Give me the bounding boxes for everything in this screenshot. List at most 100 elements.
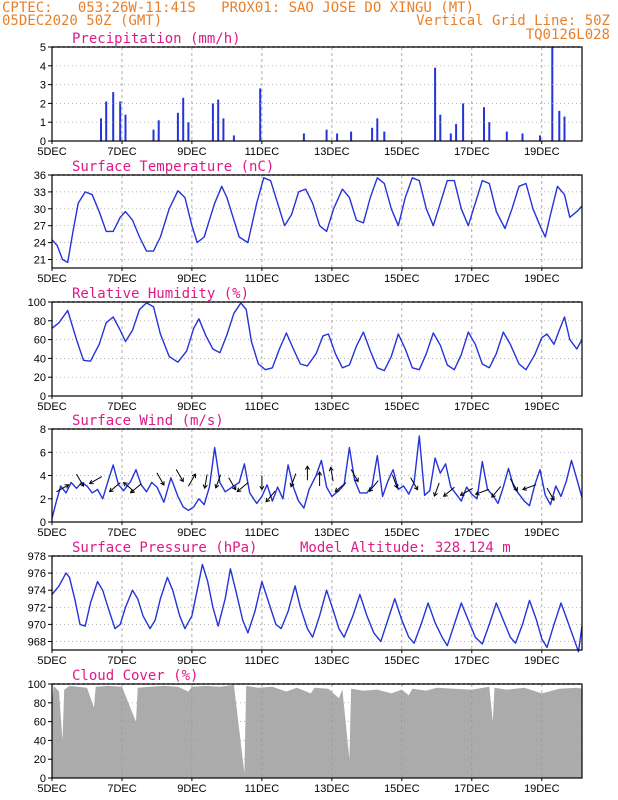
precip-bar bbox=[483, 107, 485, 141]
precip-bar bbox=[336, 133, 339, 141]
x-tick-label: 13DEC bbox=[314, 783, 350, 795]
y-tick-label: 3 bbox=[40, 80, 46, 92]
precip-bar bbox=[325, 129, 328, 141]
precip-bar bbox=[439, 114, 442, 141]
wind-arrow bbox=[175, 469, 184, 483]
x-tick-label: 15DEC bbox=[384, 401, 420, 413]
x-tick-label: 5DEC bbox=[37, 146, 66, 158]
x-tick-label: 13DEC bbox=[314, 527, 350, 539]
y-tick-label: 0 bbox=[40, 773, 46, 785]
x-tick-label: 7DEC bbox=[107, 527, 136, 539]
x-tick-label: 9DEC bbox=[177, 146, 206, 158]
x-tick-label: 7DEC bbox=[107, 146, 136, 158]
panel-5: 968 970 972 974 976 978 5DEC 7DEC 9DEC 11DEC 13DEC… bbox=[28, 540, 583, 667]
wind-arrow bbox=[265, 490, 276, 503]
panel-4: 0 2 4 6 8 5DEC 7DEC 9DEC 11DEC 13DEC 15DEC 17DEC 19D… bbox=[37, 413, 583, 539]
y-tick-label: 60 bbox=[34, 717, 46, 729]
y-tick-label: 4 bbox=[40, 61, 46, 73]
x-tick-label: 5DEC bbox=[37, 655, 66, 667]
precip-bar bbox=[100, 118, 102, 141]
wind-arrow bbox=[76, 473, 85, 488]
wind-arrow bbox=[546, 487, 555, 502]
wind-arrow bbox=[391, 474, 399, 489]
wind-arrow bbox=[236, 482, 249, 493]
precip-bar bbox=[232, 135, 235, 141]
x-tick-label: 9DEC bbox=[177, 655, 206, 667]
precip-bar bbox=[119, 101, 122, 141]
series-line bbox=[51, 435, 583, 519]
x-tick-label: 11DEC bbox=[245, 401, 280, 413]
x-tick-label: 11DEC bbox=[245, 655, 280, 667]
x-tick-label: 13DEC bbox=[314, 273, 350, 285]
panel-title: Surface Temperature (nC) bbox=[72, 159, 274, 175]
precip-bar bbox=[105, 101, 108, 141]
x-tick-label: 19DEC bbox=[524, 527, 560, 539]
header-run-id: TQ0126L028 bbox=[525, 27, 610, 43]
x-tick-label: 19DEC bbox=[524, 655, 560, 667]
x-tick-label: 19DEC bbox=[524, 783, 560, 795]
wind-arrow bbox=[187, 473, 196, 487]
panel-title: Precipitation (mm/h) bbox=[72, 31, 241, 47]
panel-1: 0 1 2 3 4 5 5DEC 7DEC 9DEC 11DEC 13DEC 15DEC 17DEC 19… bbox=[37, 31, 583, 158]
y-tick-label: 40 bbox=[34, 353, 46, 365]
wind-arrow bbox=[433, 482, 440, 497]
header-line-1: CPTEC: 053:26W-11:41S PROX01: SAO JOSE D… bbox=[2, 0, 475, 16]
precip-bar bbox=[157, 120, 160, 141]
x-tick-label: 17DEC bbox=[454, 783, 490, 795]
y-tick-label: 24 bbox=[34, 238, 46, 250]
precip-bar bbox=[455, 124, 458, 141]
x-tick-label: 15DEC bbox=[384, 527, 420, 539]
x-tick-label: 11DEC bbox=[245, 527, 280, 539]
precip-bar bbox=[563, 116, 566, 141]
x-tick-label: 15DEC bbox=[384, 146, 420, 158]
x-tick-label: 19DEC bbox=[524, 273, 560, 285]
precip-bar bbox=[376, 118, 379, 141]
y-tick-label: 974 bbox=[28, 585, 46, 597]
precip-bar bbox=[217, 99, 220, 141]
panel-title: Relative Humidity (%) bbox=[72, 286, 249, 302]
y-tick-label: 80 bbox=[34, 698, 46, 710]
x-tick-label: 5DEC bbox=[37, 783, 66, 795]
x-tick-label: 9DEC bbox=[177, 527, 206, 539]
x-tick-label: 17DEC bbox=[454, 273, 490, 285]
panel-title: Cloud Cover (%) bbox=[72, 668, 198, 684]
panel-frame bbox=[51, 174, 583, 269]
wind-arrow bbox=[491, 486, 502, 498]
panel-3: 0 20 40 60 80 100 5DEC 7DEC 9DEC 11DEC 13DEC 15DEC 1… bbox=[28, 286, 583, 413]
precip-bar bbox=[371, 127, 374, 141]
panel-6: 0 20 40 60 80 100 5DEC 7DEC 9DEC 11DEC 13DEC 15DEC 1… bbox=[28, 668, 583, 795]
y-tick-label: 60 bbox=[34, 335, 46, 347]
precip-bar bbox=[152, 129, 155, 141]
precip-bar bbox=[259, 88, 262, 141]
x-tick-label: 15DEC bbox=[384, 783, 420, 795]
x-tick-label: 7DEC bbox=[107, 783, 136, 795]
y-tick-label: 40 bbox=[34, 735, 46, 747]
precip-bar bbox=[488, 122, 491, 141]
wind-arrow bbox=[56, 484, 70, 493]
y-tick-label: 20 bbox=[34, 754, 46, 766]
y-tick-label: 968 bbox=[28, 637, 46, 649]
y-tick-label: 27 bbox=[34, 221, 46, 233]
precip-bar bbox=[551, 47, 554, 141]
y-tick-label: 20 bbox=[34, 372, 46, 384]
y-tick-label: 0 bbox=[40, 391, 46, 403]
y-tick-label: 978 bbox=[28, 551, 46, 563]
y-tick-label: 30 bbox=[34, 204, 46, 216]
precip-bar bbox=[124, 114, 127, 141]
precip-bar bbox=[505, 131, 508, 141]
wind-arrow bbox=[317, 471, 323, 486]
wind-arrow bbox=[350, 469, 359, 483]
precip-bar bbox=[434, 67, 437, 141]
panel-frame bbox=[51, 46, 583, 142]
x-tick-label: 13DEC bbox=[314, 655, 350, 667]
wind-arrow bbox=[474, 488, 490, 496]
wind-arrow bbox=[509, 478, 518, 492]
y-tick-label: 5 bbox=[40, 42, 46, 54]
y-tick-label: 8 bbox=[40, 424, 46, 436]
x-tick-label: 9DEC bbox=[177, 401, 206, 413]
precip-bar bbox=[558, 110, 561, 141]
wind-arrow bbox=[228, 477, 237, 491]
wind-arrow bbox=[459, 487, 473, 496]
y-tick-label: 970 bbox=[28, 619, 46, 631]
